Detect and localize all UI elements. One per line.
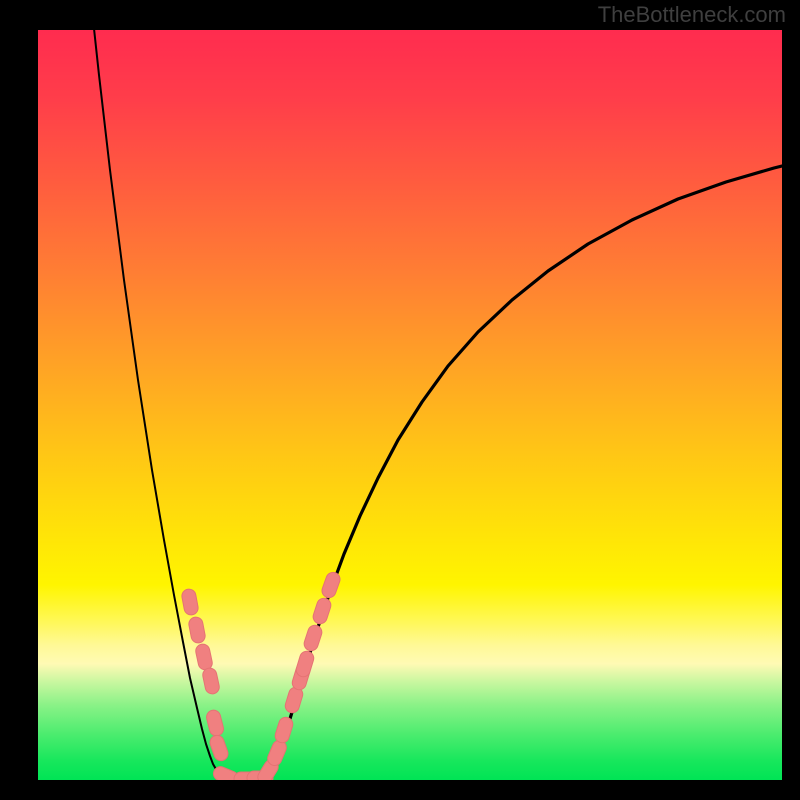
marker-capsule: [273, 716, 294, 745]
marker-capsule: [320, 570, 342, 599]
marker-capsule: [201, 667, 220, 695]
watermark-text: TheBottleneck.com: [598, 2, 786, 28]
v-curve: [92, 30, 782, 779]
marker-capsule: [194, 643, 213, 671]
marker-capsule: [205, 709, 225, 738]
marker-capsule: [188, 616, 207, 644]
plot-area: [38, 30, 782, 780]
marker-capsule: [302, 623, 323, 652]
plot-overlay: [38, 30, 782, 780]
marker-capsule: [265, 738, 288, 767]
marker-group: [181, 570, 342, 780]
marker-capsule: [295, 650, 316, 679]
marker-capsule: [311, 596, 332, 625]
marker-capsule: [181, 588, 200, 616]
